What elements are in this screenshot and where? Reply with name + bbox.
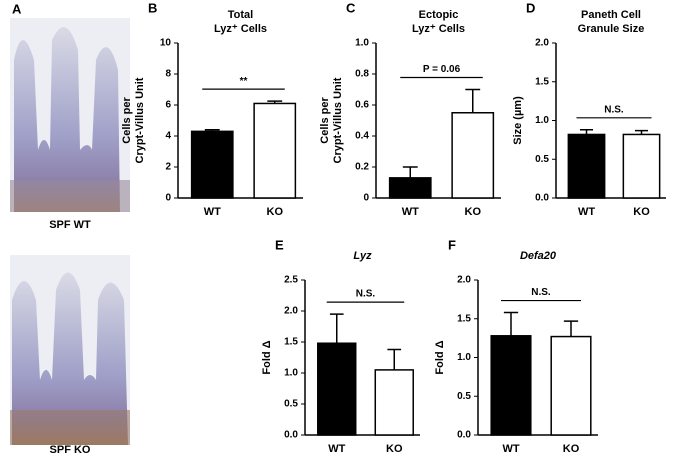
chart-title: Ectopic	[419, 9, 459, 21]
y-axis-label: Fold Δ	[261, 340, 273, 374]
y-tick-label: 1.5	[457, 313, 471, 324]
bar	[550, 335, 592, 436]
y-tick-label: 0.6	[355, 100, 369, 111]
y-tick-label: 0.8	[355, 69, 369, 80]
bar	[253, 102, 297, 199]
chart-title: Lyz⁺ Cells	[412, 23, 465, 35]
panel-letter: F	[448, 237, 456, 252]
chart-title: Paneth Cell	[581, 9, 641, 21]
y-tick-label: 6	[165, 100, 171, 111]
y-axis-label: Size (µm)	[512, 96, 524, 145]
y-axis-label: Crypt-Villus Unit	[134, 77, 146, 163]
chart-title: Total	[228, 9, 253, 21]
y-tick-label: 2.5	[284, 275, 298, 286]
y-tick-label: 0.5	[535, 154, 549, 165]
y-tick-label: 0.5	[284, 399, 298, 410]
y-tick-label: 0.2	[355, 162, 369, 173]
panel-letter: B	[148, 0, 157, 15]
bar	[567, 133, 606, 199]
x-tick-label: WT	[328, 443, 345, 455]
chart-title: Lyz	[353, 250, 372, 262]
bar	[622, 133, 661, 199]
panel-letter: C	[346, 0, 356, 15]
y-tick-label: 0.4	[355, 131, 369, 142]
y-tick-label: 2.0	[535, 38, 549, 49]
error-bar	[634, 129, 649, 135]
x-tick-label: WT	[502, 443, 519, 455]
chart-title: Granule Size	[578, 23, 645, 35]
panel-letter: E	[275, 237, 284, 252]
y-axis-label: Crypt-Villus Unit	[332, 77, 344, 163]
annotation: **	[240, 76, 248, 87]
y-tick-label: 0.5	[457, 391, 471, 402]
error-bar	[387, 348, 402, 370]
annotation: N.S.	[356, 289, 376, 300]
y-axis-label: Cells per	[319, 97, 331, 144]
x-tick-label: KO	[465, 206, 482, 218]
image-caption: SPF KO	[50, 444, 91, 456]
annotation: N.S.	[531, 287, 551, 298]
bar	[388, 177, 432, 199]
error-bar	[329, 313, 344, 344]
panel-letter: D	[526, 0, 535, 15]
y-tick-label: 0	[165, 193, 171, 204]
x-tick-label: KO	[633, 206, 650, 218]
y-tick-label: 2.0	[284, 306, 298, 317]
error-bar	[503, 311, 519, 336]
bar	[374, 369, 414, 436]
annotation: P = 0.06	[423, 64, 461, 75]
y-tick-label: 2.0	[457, 275, 471, 286]
y-tick-label: 1.5	[284, 337, 298, 348]
bar	[490, 335, 532, 436]
bar	[190, 130, 234, 199]
bar	[317, 342, 357, 436]
y-tick-label: 0.0	[535, 193, 549, 204]
y-tick-label: 0.0	[284, 430, 298, 441]
panel-letter: A	[12, 1, 22, 16]
y-tick-label: 1.0	[284, 368, 298, 379]
y-tick-label: 1.5	[535, 76, 549, 87]
error-bar	[465, 88, 481, 113]
micrograph	[10, 18, 130, 213]
y-tick-label: 4	[165, 131, 171, 142]
x-tick-label: WT	[578, 206, 595, 218]
error-bar	[579, 129, 594, 135]
micrograph	[10, 255, 130, 445]
y-tick-label: 1.0	[355, 38, 369, 49]
image-caption: SPF WT	[49, 219, 91, 231]
bar	[451, 112, 495, 199]
y-tick-label: 8	[165, 69, 171, 80]
y-tick-label: 1.0	[457, 352, 471, 363]
error-bar	[267, 100, 283, 104]
y-tick-label: 1.0	[535, 115, 549, 126]
annotation: N.S.	[604, 104, 624, 115]
y-tick-label: 2	[165, 162, 171, 173]
chart-title: Lyz⁺ Cells	[214, 23, 267, 35]
error-bar	[204, 129, 220, 132]
x-tick-label: KO	[267, 206, 284, 218]
x-tick-label: KO	[563, 443, 580, 455]
x-tick-label: KO	[386, 443, 403, 455]
y-tick-label: 10	[160, 38, 172, 49]
y-tick-label: 0.0	[457, 430, 471, 441]
y-tick-label: 0	[363, 193, 369, 204]
y-axis-label: Cells per	[121, 97, 133, 144]
error-bar	[563, 320, 579, 337]
x-tick-label: WT	[402, 206, 419, 218]
x-tick-label: WT	[204, 206, 221, 218]
y-axis-label: Fold Δ	[434, 340, 446, 374]
error-bar	[402, 166, 418, 178]
chart-title: Defa20	[520, 250, 557, 262]
